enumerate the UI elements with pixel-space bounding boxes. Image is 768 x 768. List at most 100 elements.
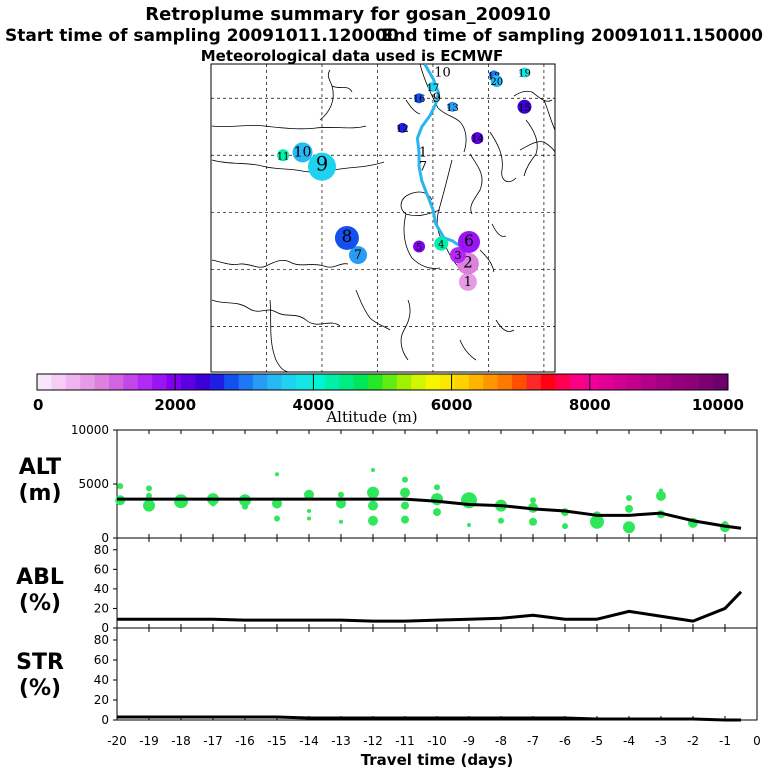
colorbar-swatch [353, 374, 369, 390]
trajectory-line [415, 64, 469, 252]
plume-centroid-marker [458, 230, 480, 253]
altitude-cluster-marker [242, 503, 248, 510]
altitude-cluster-marker [400, 487, 410, 498]
altitude-colorbar: 0 2000 4000 6000 8000 10000 [33, 373, 744, 414]
altitude-cluster-marker [623, 521, 635, 534]
trajectory-day-label: 7 [419, 160, 427, 175]
x-tick-label: -3 [655, 734, 667, 748]
altitude-cluster-marker [401, 501, 409, 510]
x-tick-label: -14 [299, 734, 319, 748]
plume-centroid-marker [413, 240, 426, 253]
altitude-cluster-marker [210, 500, 216, 507]
colorbar-swatch [152, 374, 168, 390]
x-tick-label: -2 [687, 734, 699, 748]
trajectory-day-label: 9 [433, 91, 441, 106]
colorbar-swatch [483, 374, 499, 390]
colorbar-swatch [555, 374, 571, 390]
altitude-cluster-marker [304, 489, 314, 500]
colorbar-swatch [339, 374, 355, 390]
plume-day-label: 1 [464, 274, 472, 289]
x-tick-label: -16 [235, 734, 255, 748]
altitude-cluster-marker [336, 498, 346, 509]
x-tick-label: -13 [331, 734, 351, 748]
plume-day-label: 13 [446, 103, 459, 114]
met-data-label: Meteorological data used is ECMWF [201, 47, 504, 65]
x-axis-label: Travel time (days) [361, 751, 514, 768]
map-frame [210, 63, 556, 373]
colorbar-tick-label: 0 [33, 396, 43, 414]
colorbar-swatch [425, 374, 441, 390]
altitude-cluster-marker [434, 484, 440, 491]
alt-label-bottom: (m) [18, 481, 61, 506]
altitude-cluster-marker [367, 486, 379, 499]
x-tick-label: -19 [139, 734, 159, 748]
y-tick-label: 40 [94, 582, 109, 596]
colorbar-swatch [65, 374, 81, 390]
colorbar-swatch [180, 374, 196, 390]
abl-label-bottom: (%) [19, 591, 61, 616]
colorbar-tick-label: 4000 [293, 396, 335, 414]
y-tick-label: 20 [94, 693, 109, 707]
y-tick-label: 60 [94, 562, 109, 576]
mean-series-line [117, 497, 742, 530]
altitude-cluster-marker [143, 499, 155, 512]
colorbar-swatch [497, 374, 513, 390]
trajectory-day-label: 10 [434, 66, 451, 81]
str-label-bottom: (%) [19, 676, 61, 701]
colorbar-swatch [209, 374, 225, 390]
y-tick-label: 40 [94, 673, 109, 687]
colorbar-swatch [238, 374, 254, 390]
x-tick-label: -1 [719, 734, 731, 748]
panel-abl: 0 20 40 60 80 [94, 537, 758, 635]
plume-centroid-marker [427, 81, 438, 92]
altitude-cluster-marker [146, 485, 152, 492]
plume-day-label: 19 [518, 69, 531, 80]
colorbar-swatch [569, 374, 585, 390]
plume-day-label: 8 [342, 226, 353, 246]
colorbar-swatch [468, 374, 484, 390]
altitude-cluster-marker [368, 515, 378, 526]
plume-day-label: 2 [463, 254, 473, 272]
colorbar-swatch [324, 374, 340, 390]
colorbar-swatch [584, 374, 599, 390]
altitude-cluster-marker [368, 500, 378, 511]
altitude-cluster-marker [562, 523, 568, 530]
plume-centroid-marker [490, 75, 503, 88]
altitude-cluster-marker [625, 504, 633, 513]
plume-day-label: 12 [396, 124, 409, 135]
altitude-cluster-marker [117, 483, 124, 490]
mean-series-line [117, 715, 741, 722]
plume-centroid-marker [447, 101, 458, 112]
colorbar-swatch [368, 374, 383, 390]
colorbar-swatch [137, 374, 153, 390]
colorbar-swatch [540, 374, 556, 390]
x-tick-label: -5 [591, 734, 603, 748]
colorbar-swatch [627, 374, 643, 390]
panel-frame [116, 627, 758, 721]
abl-label-top: ABL [16, 565, 64, 590]
y-tick-label: 0 [101, 531, 109, 545]
colorbar-swatch [713, 374, 729, 390]
altitude-cluster-marker [338, 491, 344, 498]
colorbar-swatch [526, 374, 542, 390]
plume-centroid-marker [277, 149, 290, 162]
str-label-top: STR [16, 650, 64, 675]
x-tick-label: -11 [395, 734, 415, 748]
altitude-cluster-marker [307, 516, 311, 521]
map-points: 1234567891011121314151617181920 [277, 67, 532, 291]
colorbar-swatch [80, 374, 96, 390]
colorbar-swatch [598, 374, 614, 390]
altitude-cluster-marker [272, 498, 282, 509]
y-tick-label: 80 [94, 543, 109, 557]
colorbar-swatch [512, 374, 527, 390]
plume-day-label: 10 [294, 144, 312, 160]
y-tick-label: 0 [101, 713, 109, 727]
x-tick-label: -4 [623, 734, 635, 748]
colorbar-swatch [195, 374, 211, 390]
colorbar-swatch [267, 374, 283, 390]
colorbar-swatch [252, 374, 268, 390]
chart-title: Retroplume summary for gosan_200910 [145, 4, 551, 25]
colorbar-swatch [411, 374, 427, 390]
